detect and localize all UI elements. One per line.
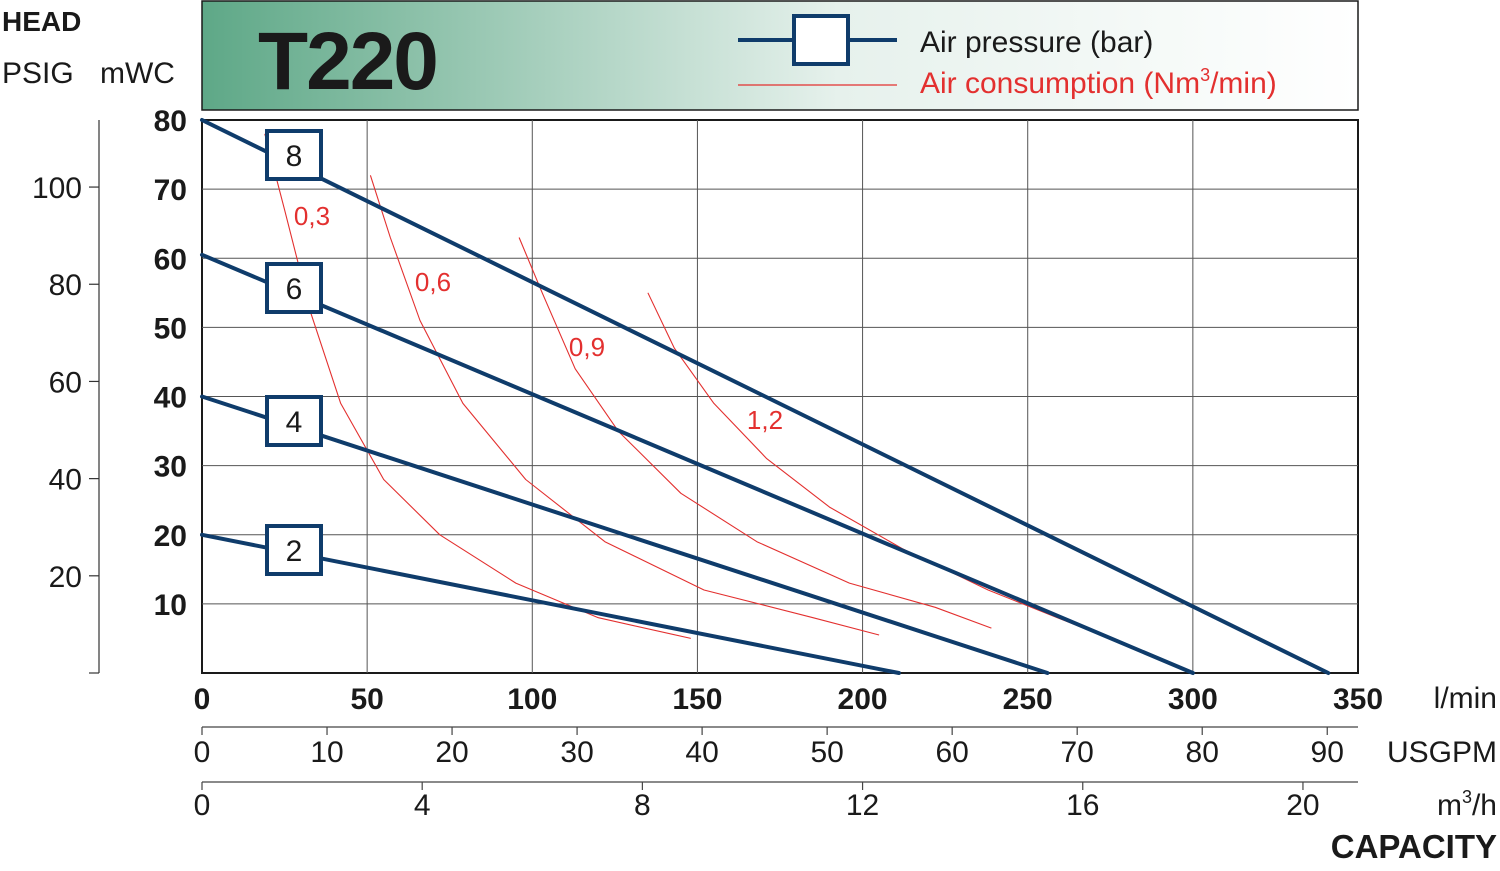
capacity-tick-label: 12 [846, 789, 879, 822]
capacity-tick-label: 4 [414, 789, 431, 822]
air-pressure-marker [265, 395, 323, 447]
psig-tick-label: 100 [32, 172, 82, 205]
capacity-tick-label: 8 [634, 789, 651, 822]
capacity-tick-label: 80 [1186, 736, 1219, 769]
capacity-tick-label: 90 [1311, 736, 1344, 769]
air-pressure-marker [265, 524, 323, 576]
air-consumption-curve [647, 292, 1111, 639]
air-pressure-label: 4 [286, 406, 303, 439]
psig-tick-label: 60 [49, 366, 82, 399]
air-pressure-line [200, 394, 1050, 675]
header-banner [201, 0, 1359, 111]
mwc-tick-label: 30 [154, 451, 187, 484]
mwc-tick-label: 80 [154, 105, 187, 138]
air-consumption-label: 0,3 [294, 201, 330, 231]
capacity-tick-label: 250 [1003, 683, 1053, 716]
legend-pressure-label: Air pressure (bar) [920, 26, 1153, 59]
air-consumption-curve [518, 237, 992, 629]
mwc-tick-label: 10 [154, 589, 187, 622]
capacity-tick-label: 0 [194, 683, 211, 716]
air-pressure-label: 6 [286, 273, 303, 306]
psig-tick-label: 40 [49, 464, 82, 497]
air-pressure-label: 8 [286, 140, 303, 173]
capacity-tick-label: 150 [672, 683, 722, 716]
capacity-tick-label: 200 [838, 683, 888, 716]
psig-tick-label: 80 [49, 269, 82, 302]
head-label: HEAD [2, 6, 81, 37]
capacity-tick-label: 100 [507, 683, 557, 716]
capacity-label: CAPACITY [1331, 828, 1497, 865]
capacity-tick-label: 16 [1066, 789, 1099, 822]
capacity-unit-label: USGPM [1387, 736, 1497, 769]
grid [202, 120, 1358, 673]
mwc-tick-label: 40 [154, 382, 187, 415]
air-pressure-label: 2 [286, 535, 303, 568]
air-consumption-label: 0,9 [569, 332, 605, 362]
capacity-tick-label: 30 [560, 736, 593, 769]
mwc-tick-label: 60 [154, 243, 187, 276]
mwc-tick-label: 50 [154, 312, 187, 345]
capacity-tick-label: 40 [685, 736, 718, 769]
legend: Air pressure (bar) Air consumption (Nm3/… [738, 14, 1277, 100]
capacity-tick-label: 50 [810, 736, 843, 769]
capacity-tick-label: 0 [194, 789, 211, 822]
air-pressure-line [200, 252, 1195, 675]
psig-tick-label: 20 [49, 561, 82, 594]
psig-axis: 20 40 60 80 100 [32, 172, 99, 674]
air-consumption-curve [369, 175, 880, 636]
air-consumption-label: 1,2 [747, 405, 783, 435]
capacity-tick-label: 60 [935, 736, 968, 769]
capacity-tick-label: 20 [435, 736, 468, 769]
air-pressure-curves: 8 6 4 2 [200, 118, 1331, 675]
capacity-tick-label: 10 [310, 736, 343, 769]
air-pressure-line [200, 118, 1331, 675]
chart-title: T220 [258, 16, 437, 107]
air-consumption-label: 0,6 [415, 267, 451, 297]
legend-pressure-marker [792, 14, 850, 66]
capacity-tick-label: 300 [1168, 683, 1218, 716]
capacity-tick-label: 350 [1333, 683, 1383, 716]
capacity-tick-label: 70 [1061, 736, 1094, 769]
capacity-unit-label: l/min [1434, 682, 1497, 715]
mwc-unit-label: mWC [100, 57, 175, 90]
mwc-axis: 10 20 30 40 50 60 70 80 [154, 105, 187, 622]
psig-unit-label: PSIG [2, 57, 74, 90]
legend-consumption-label: Air consumption (Nm3/min) [920, 65, 1277, 100]
mwc-tick-label: 70 [154, 174, 187, 207]
air-pressure-marker [265, 262, 323, 314]
air-pressure-marker [265, 129, 323, 181]
capacity-tick-label: 20 [1286, 789, 1319, 822]
mwc-tick-label: 20 [154, 520, 187, 553]
capacity-tick-label: 0 [194, 736, 211, 769]
capacity-unit-label: m3/h [1437, 787, 1497, 822]
capacity-tick-label: 50 [350, 683, 383, 716]
